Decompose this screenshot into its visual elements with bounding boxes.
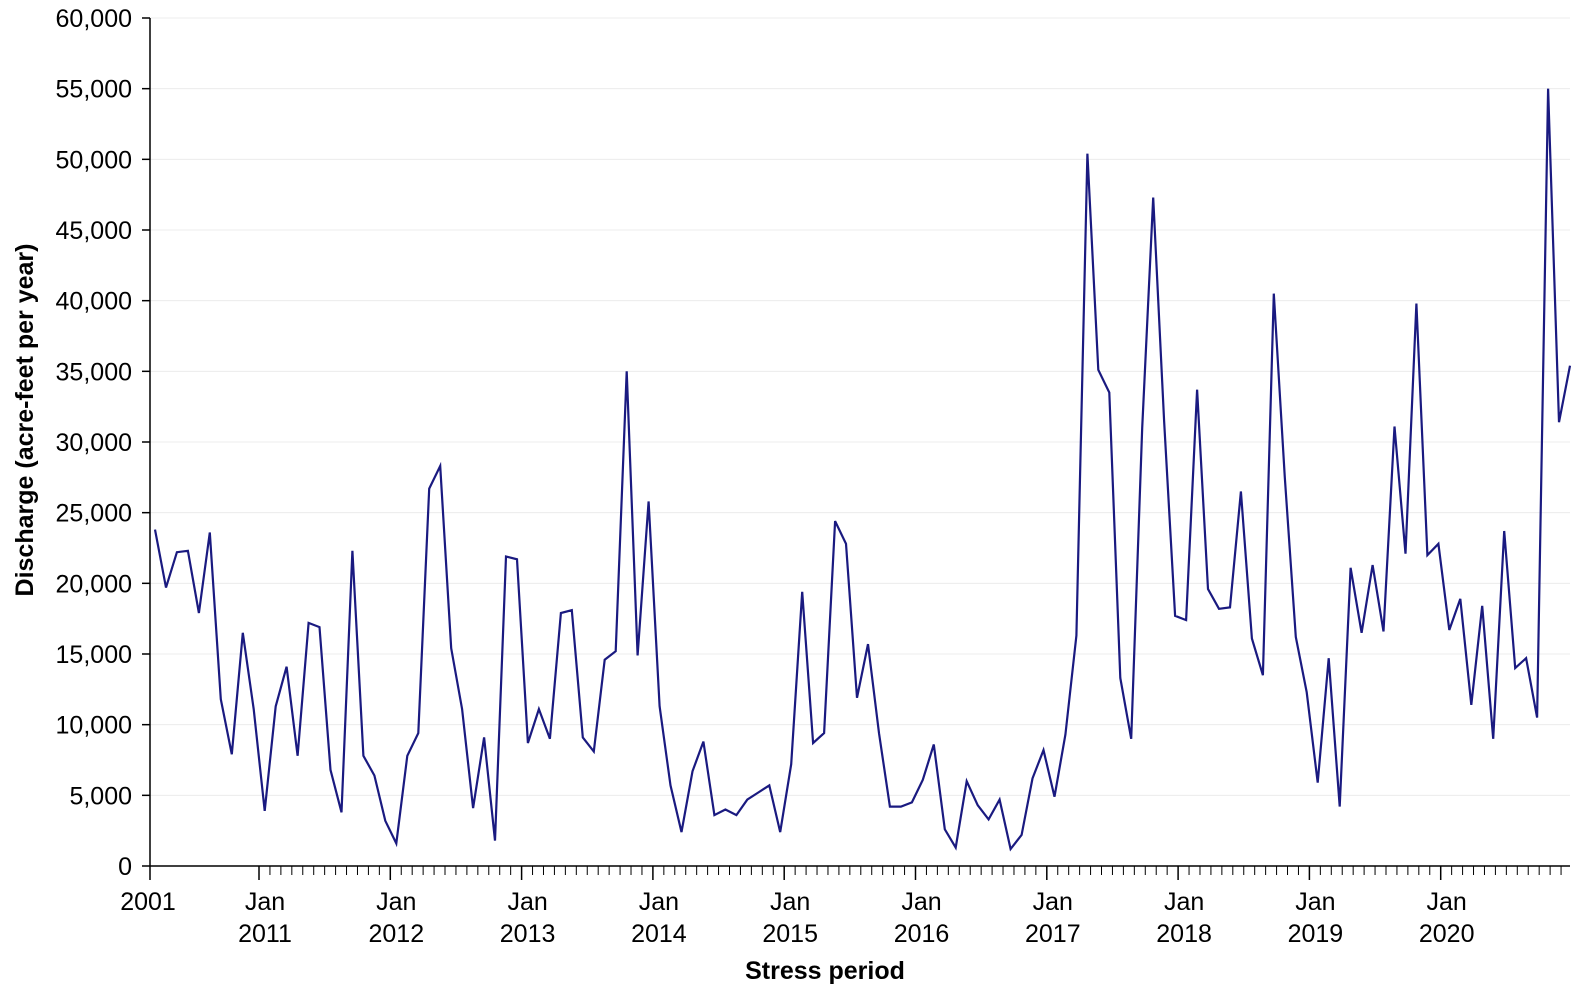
- series-line: [153, 88, 1572, 852]
- y-tick-label: 50,000: [56, 146, 132, 174]
- x-tick-label-year: 2013: [500, 920, 556, 948]
- y-tick-label: 5,000: [69, 782, 132, 810]
- y-tick-label: 10,000: [56, 712, 132, 740]
- x-tick-label: Jan: [1033, 888, 1073, 916]
- x-tick-label: Jan: [507, 888, 547, 916]
- x-tick-label-year: 2015: [762, 920, 818, 948]
- y-axis: 0 5,000 10,000 15,000 20,000 25,000 30,000 35,0…: [56, 5, 151, 881]
- x-tick-label: Jan: [901, 888, 941, 916]
- x-axis-title: Stress period: [745, 957, 905, 985]
- x-tick-label-year: 2019: [1288, 920, 1344, 948]
- x-tick-label: Jan: [1427, 888, 1467, 916]
- x-tick-label: Jan: [376, 888, 416, 916]
- y-tick-label: 35,000: [56, 358, 132, 386]
- y-tick-label: 25,000: [56, 500, 132, 528]
- x-tick-label: Jan: [1164, 888, 1204, 916]
- y-axis-title: Discharge (acre-feet per year): [11, 244, 39, 597]
- y-tick-label: 20,000: [56, 570, 132, 598]
- gridlines: [150, 17, 1570, 796]
- x-tick-label-year: 2020: [1419, 920, 1475, 948]
- x-tick-label: Jan: [770, 888, 810, 916]
- series-layer: [153, 88, 1572, 852]
- x-tick-label: 2001: [120, 888, 176, 916]
- x-tick-label-year: 2017: [1025, 920, 1081, 948]
- y-tick-label: 60,000: [56, 5, 132, 33]
- x-tick-label: Jan: [245, 888, 285, 916]
- y-tick-label: 45,000: [56, 217, 132, 245]
- x-tick-label-year: 2014: [631, 920, 687, 948]
- x-axis: 2001 Jan 2011 Jan 2012 Jan 2013 Jan 2014 Jan 2015 J…: [120, 865, 1570, 948]
- x-tick-label-year: 2018: [1156, 920, 1212, 948]
- y-tick-label: 0: [118, 853, 132, 881]
- y-tick-label: 15,000: [56, 641, 132, 669]
- y-tick-label: 55,000: [56, 76, 132, 104]
- x-tick-label-year: 2016: [894, 920, 950, 948]
- x-tick-label: Jan: [1295, 888, 1335, 916]
- x-tick-label: Jan: [639, 888, 679, 916]
- y-tick-label: 30,000: [56, 429, 132, 457]
- x-tick-label-year: 2012: [368, 920, 424, 948]
- y-tick-label: 40,000: [56, 288, 132, 316]
- x-tick-label-year: 2011: [238, 920, 292, 948]
